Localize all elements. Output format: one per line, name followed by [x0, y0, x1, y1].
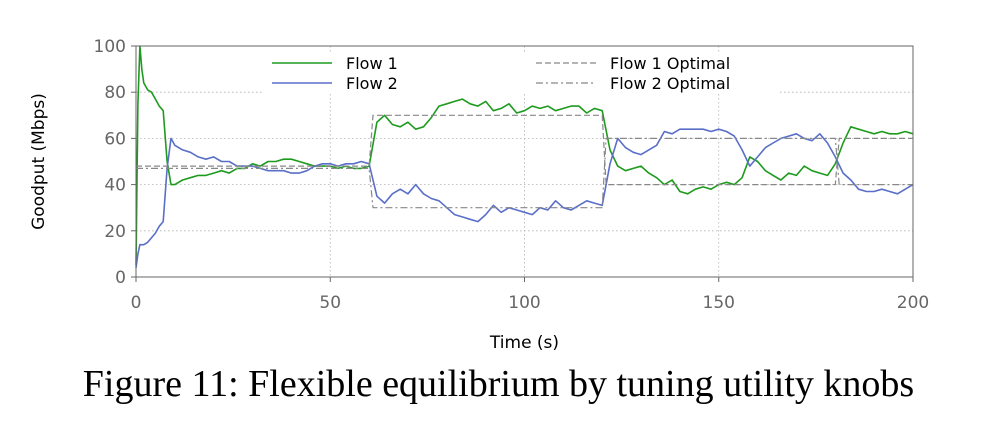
y-tick-label: 80: [104, 83, 126, 103]
y-tick-label: 0: [115, 268, 126, 288]
series-line-flow-2: [135, 128, 914, 268]
x-tick-label: 50: [319, 293, 341, 313]
legend-label: Flow 1: [346, 54, 398, 73]
series-line-flow-1-optimal: [136, 114, 913, 186]
series-line-flow-1: [135, 45, 914, 266]
y-tick-label: 40: [104, 176, 126, 196]
legend-label: Flow 1 Optimal: [610, 54, 730, 73]
x-axis-label: Time (s): [489, 333, 559, 353]
y-tick-label: 60: [104, 129, 126, 149]
y-axis-label: Goodput (Mbps): [29, 93, 49, 230]
x-tick-label: 200: [897, 293, 929, 313]
y-tick-label: 100: [94, 37, 126, 57]
legend-background: [262, 54, 780, 94]
x-tick-label: 100: [508, 293, 540, 313]
x-tick-label: 150: [703, 293, 735, 313]
legend-label: Flow 2 Optimal: [610, 74, 730, 93]
series-line-flow-2-optimal: [136, 137, 913, 209]
x-tick-label: 0: [131, 293, 142, 313]
legend-label: Flow 2: [346, 74, 398, 93]
figure-caption: Figure 11: Flexible equilibrium by tunin…: [82, 363, 915, 405]
axes-layer: 0 20 40 60 80 100 0 50 100 150 200: [94, 37, 930, 313]
series-layer: [135, 45, 914, 268]
y-tick-label: 20: [104, 222, 126, 242]
